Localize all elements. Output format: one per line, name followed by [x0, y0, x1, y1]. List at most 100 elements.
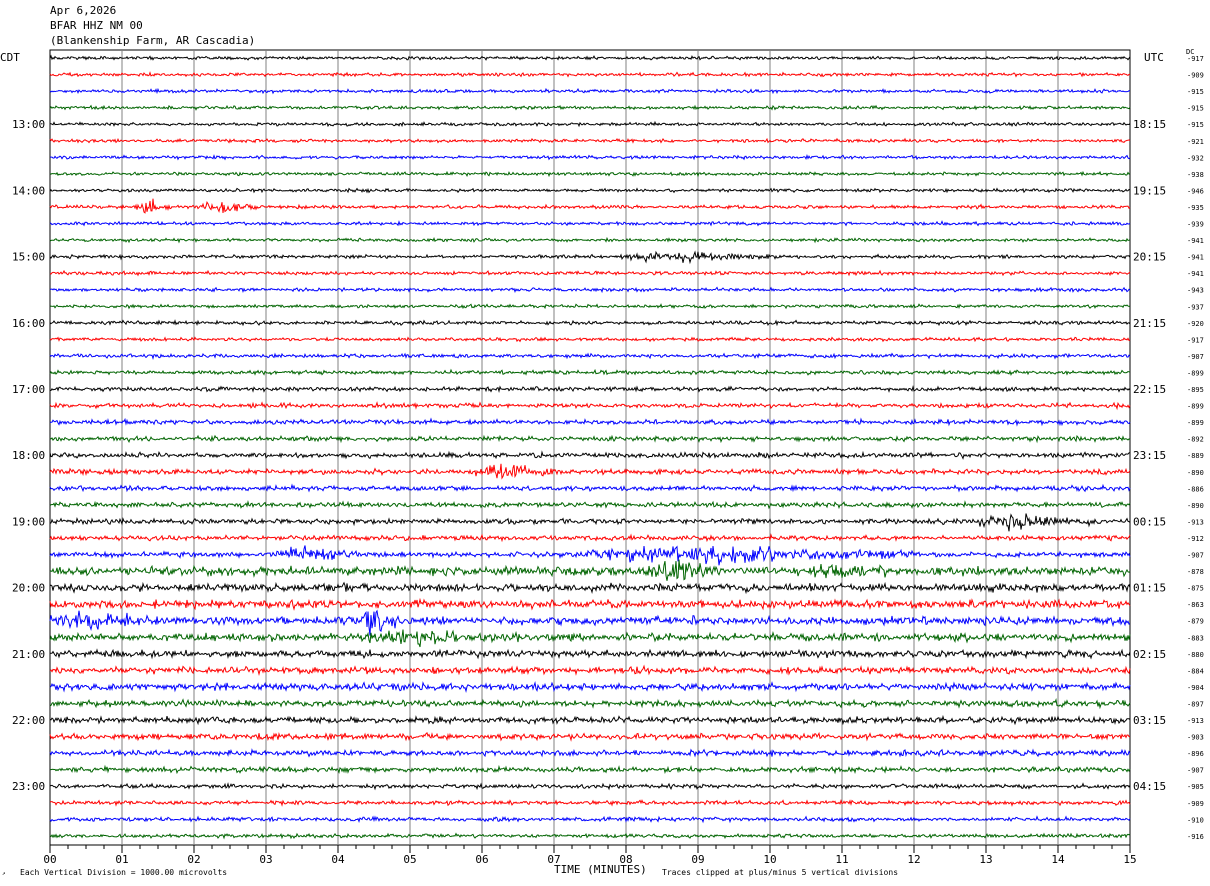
- seismic-trace: [49, 236, 1131, 244]
- seismic-trace: [49, 71, 1130, 78]
- seismic-trace: [49, 697, 1131, 710]
- seismic-trace: [49, 336, 1131, 343]
- dc-offset-label: -904: [1187, 684, 1204, 692]
- seismic-trace: [49, 714, 1131, 726]
- dc-offset-label: -895: [1187, 386, 1204, 394]
- seismic-trace: [49, 513, 1131, 532]
- seismic-trace: [49, 450, 1131, 460]
- dc-offset-label: -910: [1187, 816, 1204, 824]
- dc-offset-label: -907: [1187, 767, 1204, 775]
- x-tick-label: 10: [763, 853, 776, 866]
- seismic-trace: [49, 137, 1131, 144]
- x-tick-label: 01: [115, 853, 128, 866]
- right-timezone: UTC: [1144, 51, 1164, 64]
- seismic-trace: [49, 220, 1131, 227]
- dc-offset-label: -912: [1187, 535, 1204, 543]
- seismic-trace: [49, 597, 1131, 611]
- dc-offset-label: -892: [1187, 436, 1204, 444]
- dc-offset-label: -941: [1187, 270, 1204, 278]
- seismic-trace: [49, 120, 1131, 128]
- dc-offset-label: -909: [1187, 72, 1204, 80]
- seismic-trace: [49, 609, 1131, 636]
- seismic-trace: [49, 401, 1131, 411]
- x-tick-label: 08: [619, 853, 632, 866]
- dc-offset-label: -890: [1187, 469, 1204, 477]
- seismic-trace: [49, 629, 1131, 648]
- seismic-trace: [49, 368, 1131, 376]
- dc-offset-label: -943: [1187, 287, 1204, 295]
- left-time-label: 15:00: [12, 251, 45, 264]
- dc-offset-label: -915: [1187, 121, 1204, 129]
- x-tick-label: 04: [331, 853, 345, 866]
- right-time-label: 19:15: [1133, 184, 1166, 197]
- left-time-label: 19:00: [12, 515, 45, 528]
- dc-offset-label: -886: [1187, 485, 1204, 493]
- dc-offset-label: -932: [1187, 154, 1204, 162]
- dc-offset-label: -880: [1187, 651, 1204, 659]
- dc-offset-label: -907: [1187, 353, 1204, 361]
- dc-offset-label: -903: [1187, 734, 1204, 742]
- x-tick-label: 02: [187, 853, 200, 866]
- dc-offset-label: -939: [1187, 221, 1204, 229]
- left-timezone: CDT: [0, 51, 20, 64]
- dc-offset-label: -935: [1187, 204, 1204, 212]
- dc-offset-label: -913: [1187, 518, 1204, 526]
- dc-offset-label: -875: [1187, 585, 1204, 593]
- x-tick-label: 09: [691, 853, 704, 866]
- dc-offset-label: -937: [1187, 303, 1204, 311]
- dc-offset-label: -917: [1187, 55, 1204, 63]
- left-time-label: 16:00: [12, 317, 45, 330]
- x-axis-title: TIME (MINUTES): [554, 863, 647, 876]
- dc-offset-label: -890: [1187, 502, 1204, 510]
- x-tick-label: 15: [1123, 853, 1136, 866]
- left-time-label: 13:00: [12, 118, 45, 131]
- seismic-trace: [49, 483, 1131, 493]
- plot-frame: [49, 49, 1131, 846]
- dc-offset-label: -883: [1187, 634, 1204, 642]
- left-time-label: 18:00: [12, 449, 45, 462]
- seismic-trace: [49, 782, 1131, 791]
- x-tick-label: 03: [259, 853, 272, 866]
- corner-mark: ↗: [2, 870, 6, 877]
- x-tick-label: 05: [403, 853, 416, 866]
- dc-offset-label: -916: [1187, 833, 1204, 841]
- dc-offset-label: -941: [1187, 237, 1204, 245]
- right-time-label: 02:15: [1133, 648, 1166, 661]
- dc-offset-label: -884: [1187, 667, 1204, 675]
- dc-offset-label: -915: [1187, 88, 1204, 96]
- dc-offset-label: -899: [1187, 369, 1204, 377]
- seismic-trace: [49, 764, 1131, 775]
- dc-offset-label: -879: [1187, 618, 1204, 626]
- seismic-trace: [49, 352, 1131, 361]
- seismic-trace: [50, 154, 1131, 161]
- station-site: (Blankenship Farm, AR Cascadia): [50, 34, 256, 47]
- seismic-trace: [49, 748, 1131, 758]
- x-tick-label: 12: [907, 853, 920, 866]
- seismic-trace: [49, 815, 1131, 824]
- right-time-label: 01:15: [1133, 582, 1166, 595]
- seismic-trace: [49, 250, 1131, 265]
- dc-offset-label: -920: [1187, 320, 1204, 328]
- dc-offset-label: -917: [1187, 336, 1204, 344]
- dc-offset-label: -907: [1187, 552, 1204, 560]
- seismic-trace: [49, 87, 1130, 95]
- left-time-label: 20:00: [12, 582, 45, 595]
- dc-offset-label: -899: [1187, 403, 1204, 411]
- dc-offset-label: -863: [1187, 601, 1204, 609]
- x-tick-label: 07: [547, 853, 560, 866]
- dc-offset-label: -915: [1187, 105, 1204, 113]
- x-tick-label: 13: [979, 853, 992, 866]
- left-time-label: 17:00: [12, 383, 45, 396]
- x-tick-label: 00: [43, 853, 56, 866]
- dc-label: DC: [1186, 48, 1195, 56]
- seismic-trace: [49, 417, 1131, 427]
- x-tick-label: 06: [475, 853, 488, 866]
- dc-offset-label: -921: [1187, 138, 1204, 146]
- left-time-label: 22:00: [12, 714, 45, 727]
- dc-offset-label: -896: [1187, 750, 1204, 758]
- right-time-label: 20:15: [1133, 251, 1166, 264]
- right-time-label: 00:15: [1133, 515, 1166, 528]
- seismic-trace: [49, 170, 1131, 178]
- right-time-label: 04:15: [1133, 780, 1166, 793]
- seismic-trace: [49, 54, 1131, 61]
